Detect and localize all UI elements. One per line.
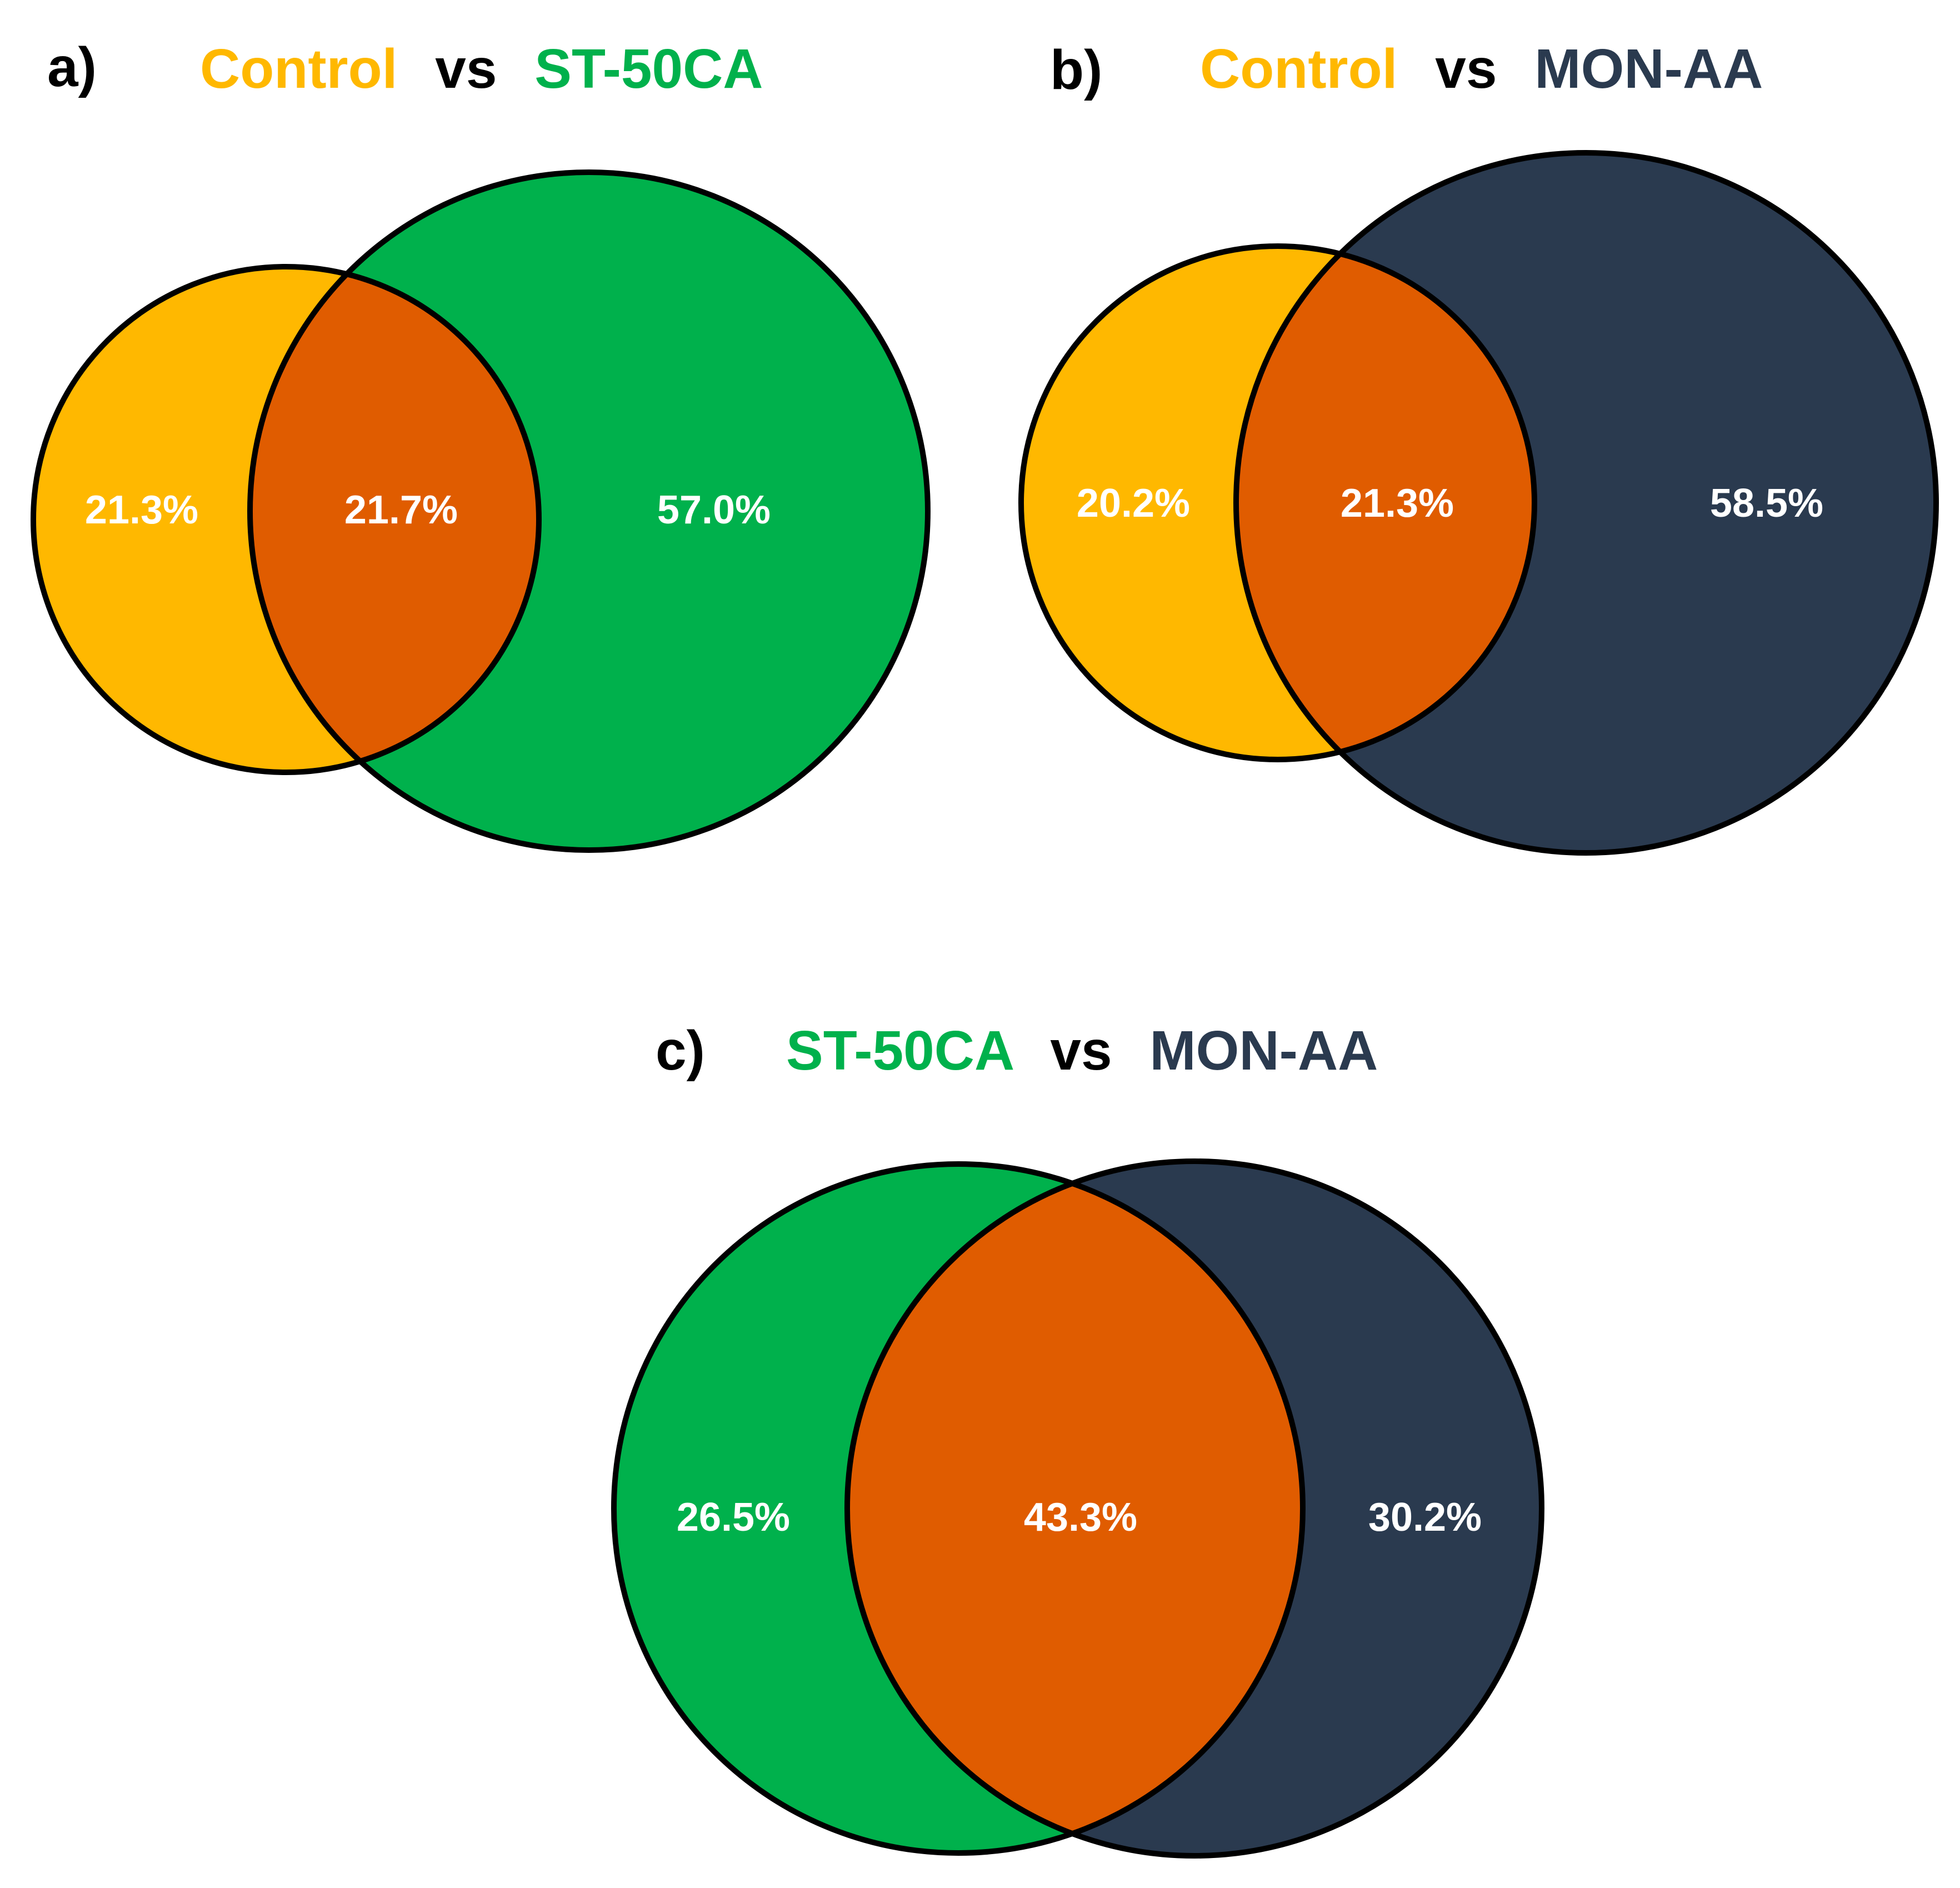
- venn-a-left-percent: 21.3%: [85, 488, 198, 532]
- venn-b-right-percent: 58.5%: [1710, 481, 1823, 526]
- panel-b-title-left: Control: [1200, 38, 1397, 100]
- panel-c-letter: c): [656, 1020, 705, 1082]
- venn-a-right-outline: [247, 169, 931, 853]
- panel-a: a) Control vs ST-50CA 21.3% 21.7% 57.0%: [31, 36, 931, 853]
- panel-c-title-left: ST-50CA: [786, 1020, 1013, 1082]
- venn-c-left-outline: [611, 1161, 1306, 1856]
- venn-a-overlap-region: [250, 267, 539, 772]
- venn-a-overlap-percent: 21.7%: [344, 488, 458, 532]
- panel-b-venn: 20.2% 21.3% 58.5%: [1018, 150, 1939, 856]
- venn-a-left-outline: [31, 264, 542, 775]
- venn-b-left-percent: 20.2%: [1077, 481, 1190, 526]
- panel-c-title-right: MON-AA: [1149, 1020, 1378, 1082]
- panel-b-title: Control vs MON-AA: [1200, 38, 1763, 100]
- venn-b-left-outline: [1018, 243, 1537, 762]
- panel-b-title-vs: vs: [1435, 38, 1497, 100]
- panel-a-title-left: Control: [200, 38, 397, 100]
- venn-c-overlap-percent: 43.3%: [1024, 1495, 1137, 1540]
- venn-b-overlap-region: [1236, 246, 1534, 760]
- venn-b-right-outline: [1233, 150, 1939, 856]
- panel-c-title: ST-50CA vs MON-AA: [786, 1020, 1378, 1082]
- venn-a-right-percent: 57.0%: [657, 488, 771, 532]
- panel-a-title-vs: vs: [435, 38, 497, 100]
- panel-a-title: Control vs ST-50CA: [200, 38, 763, 100]
- panel-b-letter: b): [1050, 39, 1102, 101]
- venn-b-overlap-percent: 21.3%: [1341, 481, 1454, 526]
- panel-b: b) Control vs MON-AA 20.2% 21.3% 58.5%: [1018, 38, 1939, 856]
- venn-c-overlap-region: [847, 1164, 1303, 1853]
- panel-a-letter: a): [47, 36, 97, 98]
- panel-a-title-right: ST-50CA: [534, 38, 763, 100]
- panel-c-title-vs: vs: [1050, 1020, 1112, 1082]
- venn-c-right-percent: 30.2%: [1368, 1495, 1482, 1540]
- venn-c-right-outline: [844, 1158, 1544, 1859]
- panel-c-venn: 26.5% 43.3% 30.2%: [611, 1158, 1544, 1859]
- panel-a-venn: 21.3% 21.7% 57.0%: [31, 169, 931, 853]
- panel-b-title-right: MON-AA: [1534, 38, 1763, 100]
- panel-c: c) ST-50CA vs MON-AA 26.5% 43.3% 30.2%: [611, 1020, 1544, 1859]
- venn-c-left-percent: 26.5%: [677, 1495, 790, 1540]
